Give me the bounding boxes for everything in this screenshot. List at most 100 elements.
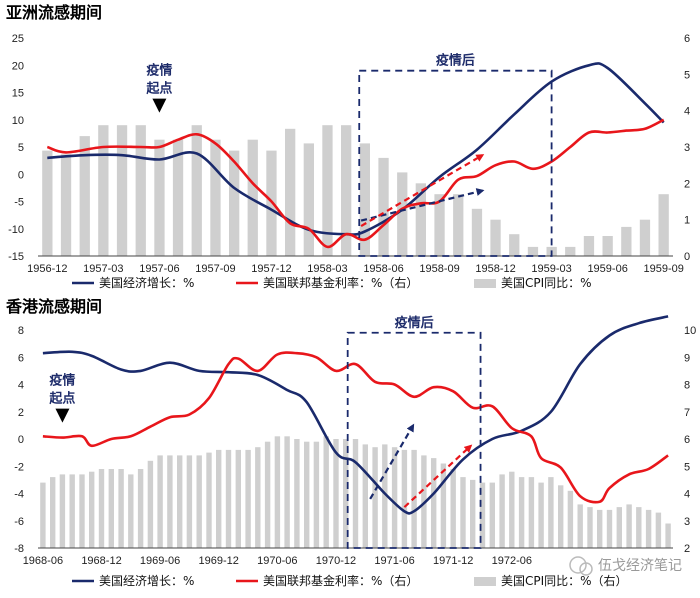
- chart-title: 亚洲流感期间: [6, 3, 102, 22]
- cpi-bar: [216, 449, 222, 548]
- cpi-bar: [118, 469, 124, 548]
- y-right-tick-label: 3: [684, 142, 690, 154]
- cpi-bar: [616, 507, 622, 548]
- y-right-tick-label: 6: [684, 434, 690, 446]
- x-tick-label: 1958-03: [307, 263, 347, 275]
- x-tick-label: 1968-06: [23, 555, 63, 567]
- cpi-bar: [116, 125, 128, 256]
- y-right-tick-label: 8: [684, 380, 690, 392]
- cpi-bar: [69, 474, 75, 548]
- y-left-tick-label: 15: [12, 88, 24, 100]
- cpi-bar: [655, 512, 662, 548]
- cpi-bar: [359, 143, 370, 256]
- cpi-bar: [172, 139, 184, 256]
- cpi-bar: [460, 477, 466, 548]
- cpi-bar: [391, 447, 398, 548]
- x-tick-label: 1972-06: [492, 555, 532, 567]
- cpi-bar: [333, 439, 339, 548]
- x-tick-label: 1958-09: [419, 263, 459, 275]
- y-right-tick-label: 1: [684, 215, 690, 227]
- y-left-tick-label: 10: [12, 115, 24, 127]
- cpi-bar: [527, 246, 539, 256]
- cpi-bar: [191, 125, 202, 256]
- y-left-tick-label: 25: [12, 33, 24, 45]
- y-left-tick-label: 20: [12, 60, 24, 72]
- x-tick-label: 1970-06: [257, 555, 297, 567]
- y-left-tick-label: 5: [18, 142, 24, 154]
- cpi-bar: [323, 436, 329, 548]
- rate-trend-arrow: [360, 154, 485, 227]
- y-right-tick-label: 10: [684, 325, 696, 337]
- legend-label-gdp: 美国经济增长：%: [99, 573, 194, 588]
- y-left-tick-label: 4: [18, 380, 24, 392]
- cpi-bar: [528, 477, 535, 548]
- cpi-bar: [450, 469, 456, 548]
- y-right-tick-label: 6: [684, 33, 690, 45]
- y-left-tick-label: -15: [8, 251, 24, 263]
- cpi-bar: [378, 157, 389, 256]
- cpi-bar: [509, 234, 520, 256]
- y-left-tick-label: -8: [14, 543, 24, 555]
- cpi-bar: [40, 482, 46, 548]
- watermark: 伍戈经济笔记: [569, 556, 682, 576]
- cpi-bar: [255, 447, 261, 548]
- cpi-bar: [322, 125, 333, 256]
- legend-label-rate: 美国联邦基金利率：%（右）: [263, 573, 418, 588]
- post-epidemic-box: [346, 331, 482, 549]
- cpi-bar: [558, 485, 564, 548]
- cpi-bar: [177, 455, 183, 548]
- epidemic-start-label: 起点: [48, 391, 75, 407]
- cpi-bar: [470, 479, 476, 548]
- y-right-tick-label: 5: [684, 461, 690, 473]
- cpi-bar: [440, 463, 447, 548]
- cpi-bar: [137, 469, 144, 548]
- epidemic-start-label: 起点: [145, 81, 172, 97]
- cpi-bar: [89, 471, 95, 548]
- cpi-bar: [210, 139, 221, 256]
- cpi-bar: [602, 236, 613, 256]
- cpi-bar: [639, 219, 651, 256]
- gdp-growth-line: [42, 315, 669, 515]
- legend-swatch-cpi: [474, 279, 496, 288]
- cpi-bar: [372, 447, 378, 548]
- cpi-bar: [362, 444, 368, 548]
- x-tick-label: 1959-09: [643, 263, 683, 275]
- cpi-bar: [196, 455, 202, 548]
- wechat-icon-bubble: [579, 562, 593, 576]
- cpi-bar: [565, 246, 576, 256]
- cpi-bar: [294, 439, 300, 548]
- y-right-tick-label: 4: [684, 489, 690, 501]
- cpi-bar: [382, 444, 388, 548]
- epidemic-start-marker-icon: [55, 408, 70, 423]
- x-tick-label: 1971-06: [374, 555, 414, 567]
- cpi-bar: [50, 477, 56, 548]
- cpi-bar: [577, 504, 583, 548]
- cpi-bar: [626, 504, 632, 548]
- post-epidemic-label: 疫情后: [395, 315, 434, 331]
- y-left-tick-label: -6: [14, 516, 24, 528]
- x-tick-label: 1968-12: [81, 555, 121, 567]
- cpi-bar: [343, 439, 349, 548]
- cpi-bar: [431, 458, 437, 548]
- x-tick-label: 1959-06: [587, 263, 627, 275]
- cpi-bar: [284, 436, 290, 548]
- wechat-icon: [569, 556, 587, 574]
- cpi-bar: [548, 477, 554, 548]
- y-left-tick-label: 8: [18, 325, 24, 337]
- chart-2: 香港流感期间 -8 -6 -4 -2 0 2 4 6 8 2 3 4 5 6 7 8 9 10 1968-06 1968…: [5, 297, 696, 588]
- cpi-bar: [303, 143, 314, 256]
- watermark-text: 伍戈经济笔记: [598, 558, 682, 574]
- cpi-bar: [415, 183, 426, 256]
- cpi-bar: [274, 436, 281, 548]
- cpi-bar: [645, 509, 652, 548]
- cpi-bar: [108, 469, 114, 548]
- cpi-bar: [98, 125, 109, 256]
- cpi-bar: [587, 507, 593, 548]
- post-epidemic-label: 疫情后: [436, 53, 475, 69]
- x-tick-label: 1958-06: [363, 263, 403, 275]
- cpi-bar: [98, 469, 105, 548]
- cpi-bar: [479, 482, 486, 548]
- y-left-tick-label: 2: [18, 407, 24, 419]
- cpi-bar: [453, 194, 464, 256]
- y-right-tick-label: 2: [684, 178, 690, 190]
